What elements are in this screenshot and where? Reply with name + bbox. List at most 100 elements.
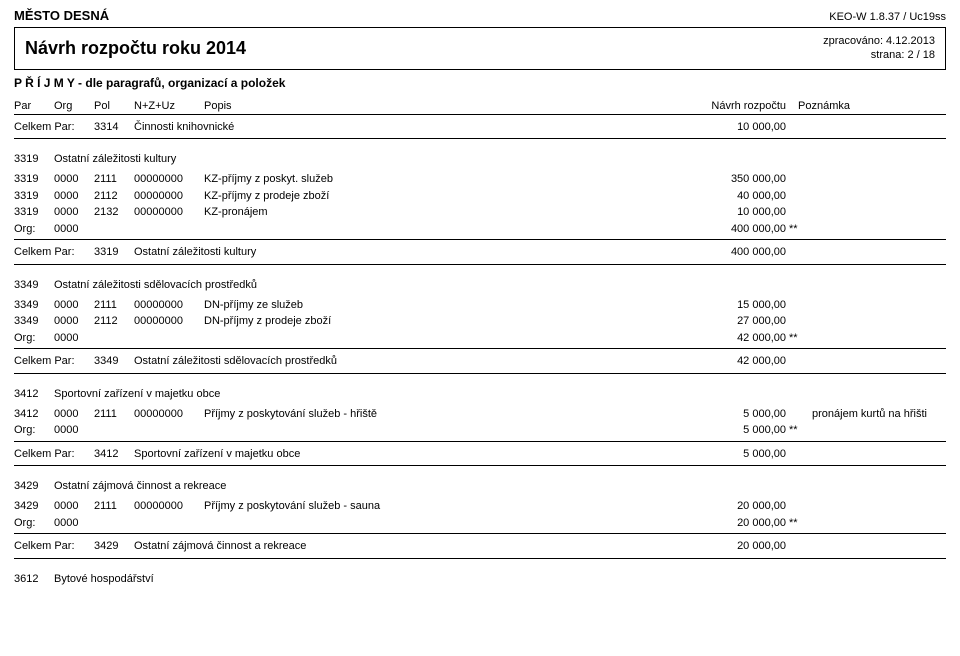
sum-note xyxy=(806,446,946,464)
section-name: Ostatní záležitosti sdělovacích prostřed… xyxy=(54,279,257,291)
cell-amount: 42 000,00 xyxy=(676,330,786,347)
cell-note xyxy=(806,171,946,188)
sum-code: 3412 xyxy=(94,446,134,464)
cell-stars xyxy=(786,406,806,423)
sum-stars xyxy=(786,353,806,371)
sum-amount: 42 000,00 xyxy=(676,353,786,371)
divider xyxy=(14,533,946,534)
divider xyxy=(14,239,946,240)
sum-amount: 400 000,00 xyxy=(676,244,786,262)
section-title: 3412Sportovní zařízení v majetku obce xyxy=(14,388,946,400)
footer-code: 3612 xyxy=(14,573,54,585)
cell-nzuz xyxy=(134,422,204,439)
divider xyxy=(14,264,946,265)
section-block: 3412Sportovní zařízení v majetku obce341… xyxy=(14,388,946,467)
page-header: MĚSTO DESNÁ KEO-W 1.8.37 / Uc19ss xyxy=(14,8,946,23)
data-row: 34290000211100000000Příjmy z poskytování… xyxy=(14,498,946,515)
cell-par: 3319 xyxy=(14,188,54,205)
cell-par: 3412 xyxy=(14,406,54,423)
cell-org: 0000 xyxy=(54,188,94,205)
cell-nzuz xyxy=(134,330,204,347)
cell-stars xyxy=(786,313,806,330)
divider xyxy=(14,114,946,115)
cell-nzuz: 00000000 xyxy=(134,171,204,188)
cell-par: Org: xyxy=(14,515,54,532)
footer-text: Bytové hospodářství xyxy=(54,573,154,585)
cell-amount: 10 000,00 xyxy=(676,204,786,221)
data-row: Org:0000400 000,00** xyxy=(14,221,946,238)
cell-amount: 350 000,00 xyxy=(676,171,786,188)
cell-par: 3429 xyxy=(14,498,54,515)
cell-note xyxy=(806,188,946,205)
section-name: Ostatní zájmová činnost a rekreace xyxy=(54,480,226,492)
sum-stars xyxy=(786,538,806,556)
cell-pol xyxy=(94,330,134,347)
sum-prefix: Celkem Par: xyxy=(14,353,94,371)
section-title: 3429Ostatní zájmová činnost a rekreace xyxy=(14,480,946,492)
cell-note xyxy=(806,204,946,221)
footer-section-title: 3612 Bytové hospodářství xyxy=(14,573,946,585)
col-par: Par xyxy=(14,100,54,112)
cell-par: 3349 xyxy=(14,297,54,314)
sum-prefix: Celkem Par: xyxy=(14,244,94,262)
data-row: 33190000213200000000KZ-pronájem10 000,00 xyxy=(14,204,946,221)
cell-stars xyxy=(786,297,806,314)
cell-pol: 2132 xyxy=(94,204,134,221)
sum-stars xyxy=(786,446,806,464)
cell-note xyxy=(806,297,946,314)
app-id: KEO-W 1.8.37 / Uc19ss xyxy=(829,11,946,23)
cell-nzuz: 00000000 xyxy=(134,313,204,330)
cell-pol xyxy=(94,515,134,532)
cell-par: Org: xyxy=(14,221,54,238)
sum-note xyxy=(806,353,946,371)
cell-note xyxy=(806,498,946,515)
divider xyxy=(14,373,946,374)
cell-nzuz: 00000000 xyxy=(134,406,204,423)
cell-popis: DN-příjmy ze služeb xyxy=(204,297,676,314)
cell-stars xyxy=(786,188,806,205)
cell-pol xyxy=(94,221,134,238)
cell-par: 3319 xyxy=(14,204,54,221)
cell-par: 3349 xyxy=(14,313,54,330)
section-title: 3349Ostatní záležitosti sdělovacích pros… xyxy=(14,279,946,291)
data-row: Org:000042 000,00** xyxy=(14,330,946,347)
section-sum-row: Celkem Par:3412Sportovní zařízení v maje… xyxy=(14,446,946,464)
sum-note xyxy=(806,538,946,556)
col-nzuz: N+Z+Uz xyxy=(134,100,204,112)
section-block: 3319Ostatní záležitosti kultury331900002… xyxy=(14,153,946,265)
sum-prefix: Celkem Par: xyxy=(14,538,94,556)
section-name: Ostatní záležitosti kultury xyxy=(54,153,176,165)
cell-amount: 5 000,00 xyxy=(676,422,786,439)
cell-nzuz: 00000000 xyxy=(134,297,204,314)
data-row: 33190000211200000000KZ-příjmy z prodeje … xyxy=(14,188,946,205)
data-row: Org:000020 000,00** xyxy=(14,515,946,532)
top-sum-row: Celkem Par: 3314 Činnosti knihovnické 10… xyxy=(14,119,946,137)
cell-note xyxy=(806,313,946,330)
cell-par: Org: xyxy=(14,330,54,347)
cell-amount: 27 000,00 xyxy=(676,313,786,330)
section-code: 3319 xyxy=(14,153,54,165)
sum-amount: 20 000,00 xyxy=(676,538,786,556)
section-block: 3429Ostatní zájmová činnost a rekreace34… xyxy=(14,480,946,559)
cell-pol: 2111 xyxy=(94,297,134,314)
sum-amount: 5 000,00 xyxy=(676,446,786,464)
sum-code: 3349 xyxy=(94,353,134,371)
cell-org: 0000 xyxy=(54,171,94,188)
section-code: 3429 xyxy=(14,480,54,492)
cell-pol xyxy=(94,422,134,439)
cell-amount: 20 000,00 xyxy=(676,498,786,515)
cell-popis: Příjmy z poskytování služeb - hřiště xyxy=(204,406,676,423)
cell-amount: 5 000,00 xyxy=(676,406,786,423)
cell-org: 0000 xyxy=(54,406,94,423)
sum-code: 3429 xyxy=(94,538,134,556)
cell-popis: KZ-pronájem xyxy=(204,204,676,221)
section-title: 3319Ostatní záležitosti kultury xyxy=(14,153,946,165)
cell-pol: 2111 xyxy=(94,171,134,188)
processed-date: zpracováno: 4.12.2013 xyxy=(823,34,935,48)
cell-popis xyxy=(204,422,676,439)
sum-text: Sportovní zařízení v majetku obce xyxy=(134,446,300,464)
sum-note xyxy=(806,119,946,137)
cell-note xyxy=(806,515,946,532)
cell-note xyxy=(806,422,946,439)
data-row: Org:00005 000,00** xyxy=(14,422,946,439)
